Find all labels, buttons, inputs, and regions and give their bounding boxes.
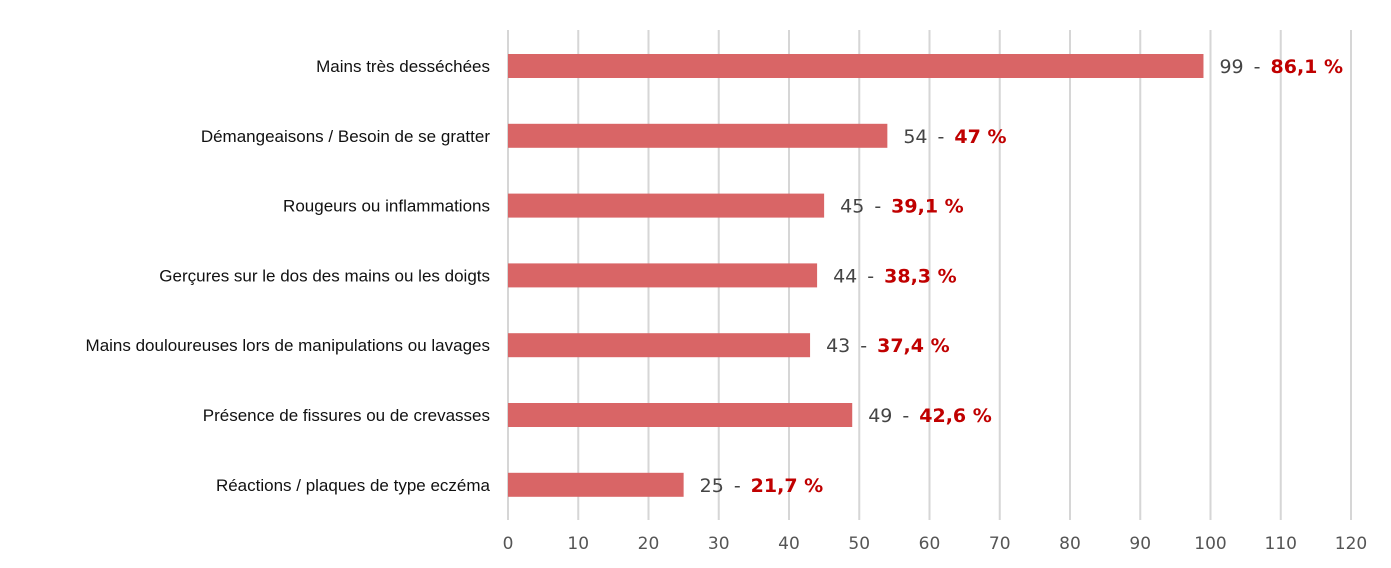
separator: - <box>867 265 874 287</box>
x-axis-tick-labels: 0 10 20 30 40 50 60 70 80 90 100 110 120 <box>503 534 1368 554</box>
percent-label: 37,4 % <box>877 335 950 357</box>
percent-label: 21,7 % <box>751 475 824 497</box>
data-label: 49-42,6 % <box>868 405 992 427</box>
separator: - <box>734 475 741 497</box>
category-label: Gerçures sur le dos des mains ou les doi… <box>159 266 490 285</box>
x-tick-label: 80 <box>1059 534 1081 554</box>
percent-label: 38,3 % <box>884 265 957 287</box>
x-tick-label: 10 <box>567 534 589 554</box>
bars <box>508 54 1204 497</box>
x-tick-label: 100 <box>1194 534 1226 554</box>
category-labels: Mains très desséchées Démangeaisons / Bes… <box>86 57 491 495</box>
bar <box>508 54 1204 78</box>
x-tick-label: 50 <box>848 534 870 554</box>
count-label: 49 <box>868 405 892 427</box>
percent-label: 42,6 % <box>919 405 992 427</box>
data-labels: 99-86,1 %54-47 %45-39,1 %44-38,3 %43-37,… <box>700 56 1343 497</box>
x-tick-label: 20 <box>638 534 660 554</box>
bar <box>508 403 853 427</box>
percent-label: 39,1 % <box>891 196 964 218</box>
separator: - <box>1254 56 1261 78</box>
category-label: Mains douloureuses lors de manipulations… <box>86 336 490 355</box>
x-tick-label: 0 <box>503 534 514 554</box>
category-label: Réactions / plaques de type eczéma <box>216 476 491 495</box>
count-label: 99 <box>1219 56 1243 78</box>
x-tick-label: 90 <box>1129 534 1151 554</box>
percent-label: 86,1 % <box>1271 56 1344 78</box>
count-label: 25 <box>700 475 724 497</box>
category-label: Mains très desséchées <box>316 57 490 76</box>
bar <box>508 333 811 358</box>
data-label: 44-38,3 % <box>833 265 957 287</box>
separator: - <box>902 405 909 427</box>
category-label: Rougeurs ou inflammations <box>283 197 490 216</box>
count-label: 45 <box>840 196 864 218</box>
x-tick-label: 120 <box>1335 534 1367 554</box>
separator: - <box>860 335 867 357</box>
bar <box>508 123 888 148</box>
x-tick-label: 70 <box>989 534 1011 554</box>
x-tick-label: 60 <box>919 534 941 554</box>
x-tick-label: 40 <box>778 534 800 554</box>
data-label: 45-39,1 % <box>840 196 964 218</box>
x-tick-label: 30 <box>708 534 730 554</box>
count-label: 43 <box>826 335 850 357</box>
data-label: 99-86,1 % <box>1219 56 1343 78</box>
category-label: Démangeaisons / Besoin de se gratter <box>201 127 491 146</box>
count-label: 44 <box>833 265 857 287</box>
separator: - <box>874 196 881 218</box>
percent-label: 47 % <box>954 126 1006 148</box>
separator: - <box>938 126 945 148</box>
bar <box>508 193 825 218</box>
bar <box>508 263 818 288</box>
data-label: 43-37,4 % <box>826 335 950 357</box>
data-label: 25-21,7 % <box>700 475 824 497</box>
category-label: Présence de fissures ou de crevasses <box>203 406 490 425</box>
bar <box>508 472 684 497</box>
data-label: 54-47 % <box>903 126 1006 148</box>
x-tick-label: 110 <box>1265 534 1297 554</box>
count-label: 54 <box>903 126 927 148</box>
